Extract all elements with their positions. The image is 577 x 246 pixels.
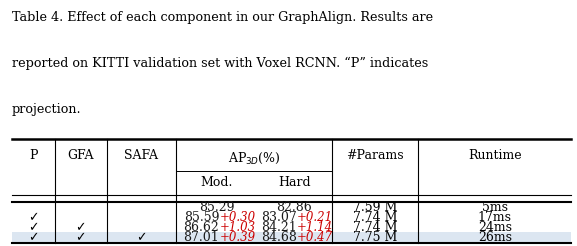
Text: 7.74 M: 7.74 M (353, 211, 398, 224)
Text: reported on KITTI validation set with Voxel RCNN. “P” indicates: reported on KITTI validation set with Vo… (12, 57, 428, 70)
Text: 7.59 M: 7.59 M (353, 201, 397, 214)
Text: 87.01: 87.01 (183, 231, 219, 244)
Text: +1.03: +1.03 (219, 221, 256, 234)
Text: 17ms: 17ms (478, 211, 512, 224)
Text: +1.14: +1.14 (297, 221, 334, 234)
Text: #Params: #Params (346, 149, 404, 162)
Text: 85.29: 85.29 (198, 201, 234, 214)
Text: 85.59: 85.59 (183, 211, 219, 224)
Text: 82.86: 82.86 (276, 201, 312, 214)
Text: 5ms: 5ms (482, 201, 508, 214)
Text: +0.39: +0.39 (219, 231, 256, 244)
Text: +0.47: +0.47 (297, 231, 334, 244)
Text: AP$_{3D}$(%): AP$_{3D}$(%) (227, 151, 280, 166)
Bar (12, 232, 571, 243)
Text: ✓: ✓ (76, 231, 86, 244)
Text: Table 4. Effect of each component in our GraphAlign. Results are: Table 4. Effect of each component in our… (12, 11, 433, 24)
Text: ✓: ✓ (76, 221, 86, 234)
Text: 86.62: 86.62 (183, 221, 219, 234)
Text: 84.68: 84.68 (261, 231, 297, 244)
Text: ✓: ✓ (28, 231, 39, 244)
Text: +0.30: +0.30 (219, 211, 256, 224)
Text: ✓: ✓ (136, 231, 147, 244)
Text: 84.21: 84.21 (261, 221, 297, 234)
Text: 83.07: 83.07 (261, 211, 297, 224)
Text: P: P (29, 149, 38, 162)
Text: 24ms: 24ms (478, 221, 512, 234)
Text: +0.21: +0.21 (297, 211, 334, 224)
Text: 26ms: 26ms (478, 231, 512, 244)
Text: 7.74 M: 7.74 M (353, 221, 398, 234)
Text: GFA: GFA (68, 149, 94, 162)
Text: Runtime: Runtime (468, 149, 522, 162)
Text: ✓: ✓ (28, 221, 39, 234)
Text: ✓: ✓ (28, 211, 39, 224)
Text: projection.: projection. (12, 103, 81, 116)
Text: 7.75 M: 7.75 M (353, 231, 397, 244)
Text: Hard: Hard (278, 176, 310, 189)
Text: SAFA: SAFA (125, 149, 158, 162)
Text: Mod.: Mod. (200, 176, 233, 189)
